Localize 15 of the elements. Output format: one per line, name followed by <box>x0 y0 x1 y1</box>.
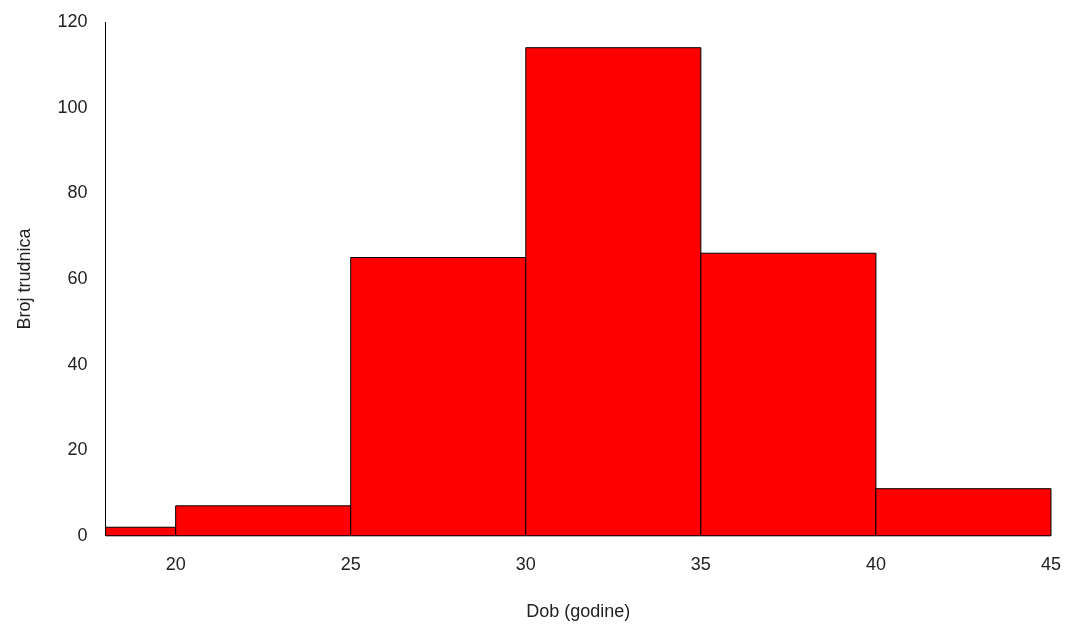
x-tick-label: 30 <box>515 553 536 574</box>
x-tick-label: 25 <box>340 553 361 574</box>
y-tick-label: 80 <box>67 182 88 203</box>
x-axis-title: Dob (godine) <box>526 601 631 622</box>
y-tick-label: 0 <box>77 524 88 545</box>
y-tick-label: 120 <box>57 10 88 31</box>
x-tick-label: 45 <box>1040 553 1061 574</box>
y-tick-label: 60 <box>67 267 88 288</box>
y-tick-label: 40 <box>67 353 88 374</box>
y-tick-label: 100 <box>57 96 88 117</box>
y-tick-label: 20 <box>67 439 88 460</box>
y-axis-title: Broj trudnica <box>13 227 34 330</box>
x-tick-label: 40 <box>865 553 886 574</box>
x-tick-label: 20 <box>165 553 186 574</box>
x-tick-label: 35 <box>690 553 711 574</box>
